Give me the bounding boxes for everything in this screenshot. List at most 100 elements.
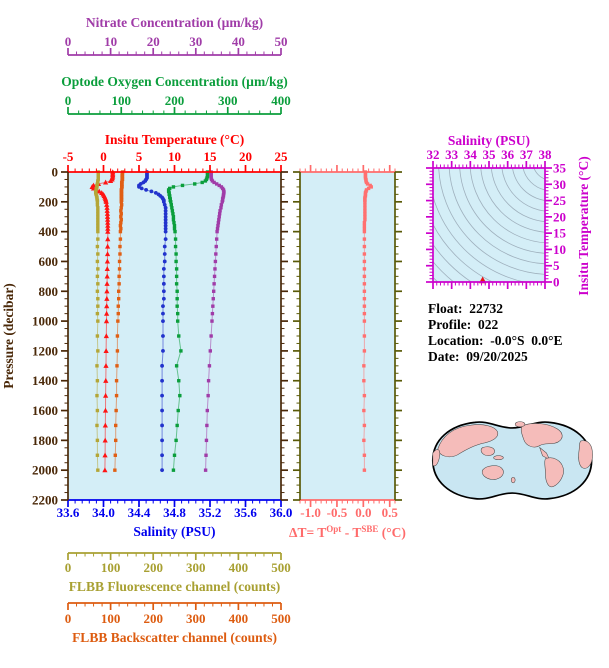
pressure-tick-label: 1800 (32, 433, 58, 448)
nitrate-tick-label: 10 (104, 34, 117, 49)
fluorescence-tick-label: 400 (229, 560, 249, 575)
oxygen-tick-label: 0 (65, 93, 72, 108)
salinity-tick-label: 33.6 (57, 505, 80, 520)
pressure-tick-label: 1200 (32, 343, 58, 358)
temperature-tick-label: 15 (204, 149, 218, 164)
delta_t-tick-label: -0.5 (327, 505, 348, 520)
temperature-tick-label: 20 (239, 149, 252, 164)
ts_salinity-tick-label: 35 (483, 147, 497, 162)
map-land-africa-east (578, 441, 592, 469)
fluorescence-tick-label: 300 (186, 560, 206, 575)
ts_temperature-tick-label: 20 (553, 209, 566, 224)
profile-number-line: Profile: 022 (428, 317, 498, 332)
temperature-tick-label: -5 (63, 149, 74, 164)
fluorescence-tick-label: 100 (101, 560, 121, 575)
ts_salinity-tick-label: 37 (520, 147, 534, 162)
nitrate-tick-label: 0 (65, 34, 72, 49)
ts_temperature-tick-label: 30 (553, 177, 566, 192)
backscatter-axis-title: FLBB Backscatter channel (counts) (72, 630, 277, 645)
backscatter-tick-label: 300 (186, 611, 206, 626)
ts_temperature-tick-label: 10 (553, 242, 566, 257)
ts_temperature-tick-label: 15 (553, 226, 567, 241)
world-map (433, 422, 593, 499)
temperature-tick-label: 10 (168, 149, 181, 164)
salinity-tick-label: 35.2 (199, 505, 222, 520)
ts-temperature-axis-title: Insitu Temperature (°C) (576, 156, 591, 295)
pressure-axis (293, 172, 300, 500)
pressure-tick-label: 0 (52, 165, 59, 180)
pressure-tick-label: 1600 (32, 403, 58, 418)
fluorescence-axis: 0 100 200 300 400 500 FLBB Fluorescence channe… (65, 553, 291, 594)
fluorescence-tick-label: 500 (271, 560, 291, 575)
salinity-tick-label: 34.0 (92, 505, 115, 520)
fluorescence-tick-label: 200 (143, 560, 163, 575)
ts_salinity-tick-label: 34 (464, 147, 478, 162)
salinity-tick-label: 34.4 (128, 505, 151, 520)
backscatter-tick-label: 400 (229, 611, 249, 626)
nitrate-tick-label: 50 (275, 34, 288, 49)
backscatter-tick-label: 500 (271, 611, 291, 626)
pressure-axis (281, 172, 288, 500)
nitrate-axis-title: Nitrate Concentration (µm/kg) (86, 15, 263, 30)
temperature-axis: -5 0 5 10 15 20 25 Insitu Temperature (°C) (63, 132, 288, 172)
backscatter-tick-label: 0 (65, 611, 72, 626)
backscatter-tick-label: 200 (143, 611, 163, 626)
ts_temperature-tick-label: 35 (553, 161, 567, 176)
fluorescence-axis-title: FLBB Fluorescence channel (counts) (69, 579, 281, 594)
ts_temperature-tick-label: 25 (553, 193, 567, 208)
pressure-tick-label: 1000 (32, 314, 58, 329)
map-land-indonesia (494, 456, 504, 460)
temperature-tick-label: 0 (100, 149, 107, 164)
delta_t-tick-label: 0.0 (355, 505, 371, 520)
float-id-line: Float: 22732 (428, 301, 503, 316)
ts_temperature-tick-label: 0 (553, 275, 560, 290)
pressure-tick-label: 1400 (32, 373, 58, 388)
salinity-tick-label: 34.8 (163, 505, 186, 520)
pressure-tick-label: 400 (39, 224, 59, 239)
temperature-axis-title: Insitu Temperature (°C) (105, 132, 244, 147)
nitrate-tick-label: 30 (189, 34, 202, 49)
delta_t-axis (300, 165, 395, 172)
nitrate-tick-label: 40 (232, 34, 245, 49)
pressure-tick-label: 2000 (32, 463, 58, 478)
pressure-tick-label: 600 (39, 254, 59, 269)
delta-t-axis-title: ΔT= TOpt - TSBE (°C) (289, 524, 406, 540)
pressure-tick-label: 200 (39, 194, 59, 209)
date-line: Date: 09/20/2025 (428, 349, 528, 364)
fluorescence-tick-label: 0 (65, 560, 72, 575)
temperature-tick-label: 5 (136, 149, 143, 164)
salinity-axis-title: Salinity (PSU) (133, 524, 215, 539)
backscatter-tick-label: 100 (101, 611, 121, 626)
ts_temperature-axis (426, 168, 433, 282)
oxygen-tick-label: 200 (165, 93, 185, 108)
ts_salinity-tick-label: 32 (427, 147, 440, 162)
oxygen-tick-label: 400 (271, 93, 291, 108)
pressure-axis-title: Pressure (decibar) (1, 283, 16, 389)
ts_salinity-axis-title: Salinity (PSU) (448, 133, 530, 148)
delta_t-tick-label: -1.0 (300, 505, 321, 520)
map-land-new-zealand (511, 477, 515, 483)
delta_t-axis: -1.0 -0.5 0.0 0.5 (300, 500, 398, 520)
temperature-tick-label: 25 (275, 149, 289, 164)
location-line: Location: -0.0°S 0.0°E (428, 333, 563, 348)
backscatter-axis: 0 100 200 300 400 500 FLBB Backscatter channel… (65, 603, 291, 645)
oxygen-tick-label: 300 (218, 93, 238, 108)
oxygen-tick-label: 100 (112, 93, 132, 108)
pressure-tick-label: 800 (39, 284, 59, 299)
ts_salinity-axis (433, 282, 545, 289)
delta_t-tick-label: 0.5 (382, 505, 399, 520)
ts_salinity-tick-label: 33 (445, 147, 459, 162)
pressure-axis (395, 172, 402, 500)
ts_salinity-tick-label: 38 (539, 147, 553, 162)
salinity-tick-label: 35.6 (234, 505, 257, 520)
pressure-axis: 0 200 400 600 800 1000 1200 1400 1600 1800 2000 220… (32, 165, 68, 508)
pressure-tick-label: 2200 (32, 493, 58, 508)
map-land-australia (482, 466, 503, 480)
